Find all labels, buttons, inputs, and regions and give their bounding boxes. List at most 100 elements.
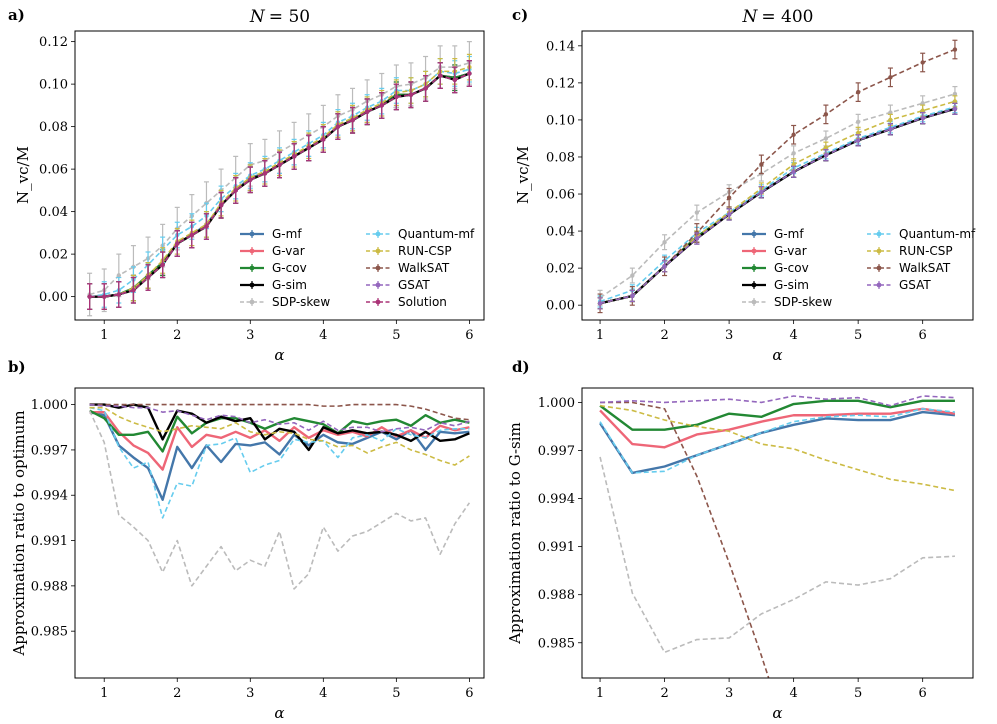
series-line-G-var xyxy=(599,407,956,449)
data-point xyxy=(467,71,472,76)
series-group xyxy=(597,39,958,314)
legend-marker xyxy=(751,299,757,305)
y-tick-label: 0.04 xyxy=(546,225,575,240)
x-tick-label: 3 xyxy=(725,686,733,701)
y-tick-label: 1.000 xyxy=(538,396,575,411)
y-axis-label: N_vc/M xyxy=(514,146,532,204)
data-point xyxy=(131,288,136,293)
legend-label: Quantum-mf xyxy=(398,227,475,241)
y-axis-label: Approximation ratio to optimum xyxy=(10,410,28,656)
data-point xyxy=(694,236,700,241)
legend-marker xyxy=(751,248,757,254)
data-point xyxy=(791,151,796,156)
data-point xyxy=(218,203,224,208)
data-point xyxy=(437,73,443,78)
data-point xyxy=(888,117,893,123)
legend-label: SDP-skew xyxy=(774,295,832,309)
y-tick-label: 0.988 xyxy=(31,579,68,594)
data-point xyxy=(888,75,893,80)
x-tick-label: 3 xyxy=(725,328,733,343)
legend-label: RUN-CSP xyxy=(398,244,452,258)
y-tick-label: 0.991 xyxy=(538,540,575,555)
x-tick-label: 6 xyxy=(465,328,473,343)
legend-marker xyxy=(876,231,882,237)
legend-marker xyxy=(249,282,255,288)
y-tick-label: 0.06 xyxy=(39,163,68,178)
x-axis-label: α xyxy=(274,704,284,722)
legend-label: G-cov xyxy=(774,261,809,275)
panel-title: N = 50 xyxy=(249,7,310,27)
series-line-RUN-CSP xyxy=(599,100,956,305)
series-line-GSAT xyxy=(600,395,955,407)
data-point xyxy=(952,99,958,104)
series-line-G-cov xyxy=(599,399,955,431)
series-line-G-mf xyxy=(599,410,956,475)
data-point xyxy=(408,92,414,97)
legend-label: Solution xyxy=(398,295,447,309)
panel-letter: a) xyxy=(8,6,25,24)
y-tick-label: 0.997 xyxy=(31,443,68,458)
data-point xyxy=(306,145,311,151)
data-point xyxy=(920,115,925,121)
y-tick-label: 0.997 xyxy=(538,444,575,459)
legend: G-mf G-var G-cov G-sim SDP-skew Quantum-mf RUN… xyxy=(742,227,976,309)
data-point xyxy=(952,91,958,97)
y-tick-label: 0.991 xyxy=(31,534,68,549)
y-tick-label: 0.02 xyxy=(546,262,575,277)
data-point xyxy=(823,136,829,141)
legend-label: G-sim xyxy=(272,278,307,292)
x-tick-label: 4 xyxy=(319,686,327,701)
x-axis-label: α xyxy=(274,346,284,364)
series-line-GSAT xyxy=(599,108,956,305)
data-point xyxy=(855,89,861,95)
series-group xyxy=(88,403,471,590)
legend-label: G-cov xyxy=(272,261,307,275)
series-line-WalkSAT xyxy=(89,403,470,421)
legend-marker xyxy=(375,248,381,254)
data-point xyxy=(952,47,958,52)
y-tick-label: 0.12 xyxy=(546,76,575,91)
panel-d: d) 1 2 3 4 5 6 0.985 0.988 0.991 0.994 0.997 1.000 α A… xyxy=(506,358,974,722)
x-tick-label: 1 xyxy=(596,686,604,701)
data-point xyxy=(759,189,764,195)
y-axis-label: N_vc/M xyxy=(14,146,32,204)
y-tick-label: 1.000 xyxy=(31,398,68,413)
data-point xyxy=(920,101,925,106)
series-line-WalkSAT xyxy=(599,48,956,305)
x-tick-label: 2 xyxy=(173,328,181,343)
title-var: N xyxy=(742,7,759,27)
series-line-Quantum-mf xyxy=(89,406,470,519)
x-tick-label: 5 xyxy=(854,328,862,343)
y-tick-label: 0.10 xyxy=(546,113,575,128)
panel-a: a) N = 50 1 2 3 4 5 6 0.00 0.02 0.04 0.06 0.08 0.10 0.1… xyxy=(8,6,485,364)
data-point xyxy=(102,294,107,299)
y-tick-label: 0.994 xyxy=(31,489,68,504)
x-tick-label: 5 xyxy=(392,328,400,343)
data-point xyxy=(662,239,667,245)
y-tick-label: 0.985 xyxy=(538,636,575,651)
y-axis-label: Approximation ratio to G-sim xyxy=(506,422,524,645)
data-point xyxy=(759,162,764,167)
legend-label: SDP-skew xyxy=(272,295,330,309)
x-tick-label: 3 xyxy=(246,686,254,701)
legend-marker xyxy=(751,282,757,288)
plot-frame xyxy=(581,387,974,679)
series-group xyxy=(599,395,956,678)
legend: G-mf G-var G-cov G-sim SDP-skew Quantum-mf RUN… xyxy=(240,227,475,309)
legend-label: G-sim xyxy=(774,278,809,292)
legend-label: G-mf xyxy=(272,227,302,241)
data-point xyxy=(116,292,122,297)
panel-letter: c) xyxy=(512,6,528,24)
data-point xyxy=(791,169,796,174)
legend-marker xyxy=(249,231,255,237)
data-point xyxy=(694,210,700,215)
x-axis-label: α xyxy=(772,704,782,722)
plot-frame xyxy=(74,30,485,321)
y-tick-label: 0.06 xyxy=(546,188,575,203)
series-line-SDP-skew xyxy=(599,456,955,654)
y-tick-label: 0.14 xyxy=(546,39,575,54)
x-axis-label: α xyxy=(772,346,782,364)
y-tick-label: 0.08 xyxy=(39,120,68,135)
data-point xyxy=(726,195,732,200)
